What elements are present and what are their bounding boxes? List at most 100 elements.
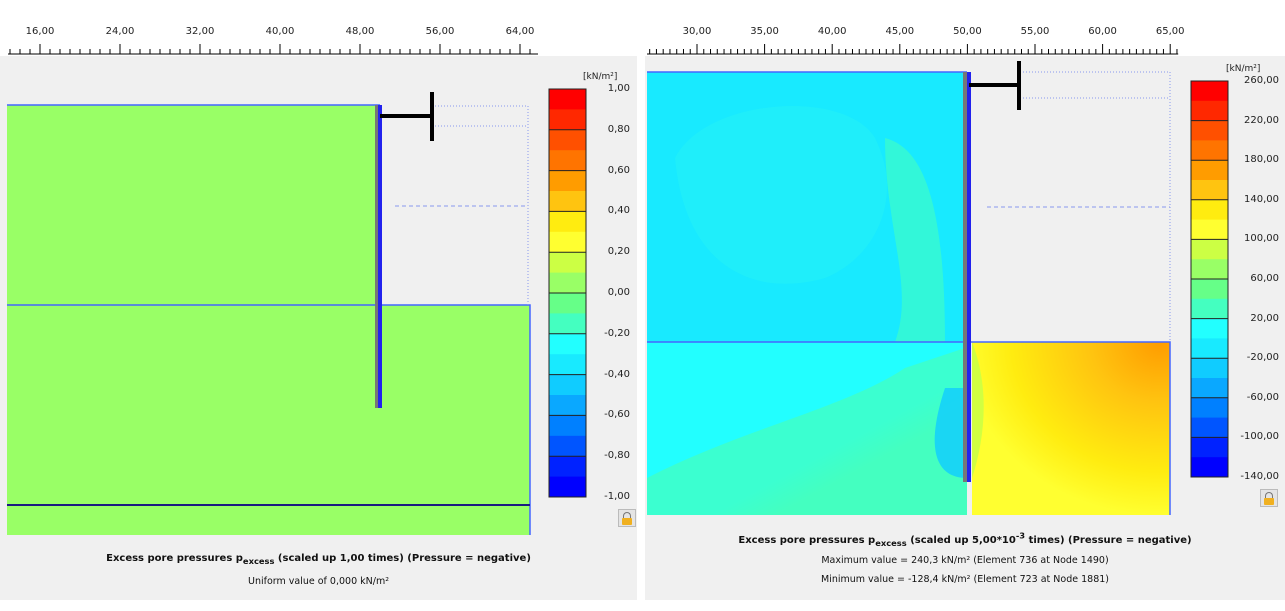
colorbar-band: [1191, 239, 1228, 260]
colorbar-band: [1191, 279, 1228, 300]
soil-cluster-lower: [7, 305, 530, 535]
colorbar-band: [1191, 378, 1228, 399]
colorbar-band: [1191, 219, 1228, 240]
colorbar-label: 0,40: [607, 205, 630, 217]
colorbar-label: -0,80: [604, 450, 630, 462]
colorbar-label: 220,00: [1244, 114, 1279, 126]
plot-caption-title: Excess pore pressures pexcess (scaled up…: [738, 531, 1192, 549]
colorbar-band: [549, 211, 586, 233]
soil-cluster-upper: [7, 105, 378, 305]
colorbar-band: [1191, 120, 1228, 141]
ruler-ticks: [647, 44, 1179, 55]
sheet-pile-wall[interactable]: [967, 72, 971, 482]
wall-shadow: [963, 72, 967, 482]
ruler-tick-label: 32,00: [185, 26, 215, 37]
colorbar-band: [549, 129, 586, 151]
colorbar-label: 20,00: [1250, 312, 1279, 324]
x-ruler: 16,00 24,00 32,00 40,00 48,00 56,00 64,00: [0, 8, 637, 56]
colorbar-band: [549, 415, 586, 437]
colorbar-band: [1191, 100, 1228, 122]
ruler-tick-label: 40,00: [265, 26, 295, 37]
colorbar-unit: [kN/m²]: [1226, 64, 1261, 74]
ruler-tick-label: 60,00: [1088, 26, 1117, 37]
plot-caption-uniform: Uniform value of 0,000 kN/m²: [247, 576, 389, 587]
colorbar-band: [549, 435, 586, 457]
ruler-tick-label: 16,00: [25, 26, 55, 37]
lock-icon[interactable]: [618, 509, 636, 527]
plot-caption-minimum: Minimum value = -128,4 kN/m² (Element 72…: [820, 574, 1109, 585]
colorbar-label: 0,60: [607, 164, 630, 176]
lock-icon[interactable]: [1260, 489, 1278, 507]
colorbar-label: 140,00: [1244, 193, 1279, 205]
colorbar-band: [549, 354, 586, 376]
ruler-tick-label: 35,00: [750, 26, 779, 37]
colorbar-band: [549, 109, 586, 131]
colorbar-band: [549, 231, 586, 253]
colorbar-band: [1191, 437, 1228, 458]
plot-caption-maximum: Maximum value = 240,3 kN/m² (Element 736…: [821, 555, 1109, 566]
ruler-tick-label: 24,00: [105, 26, 135, 37]
colorbar-label: -1,00: [604, 491, 630, 502]
colorbar-band: [549, 150, 586, 172]
colorbar-band: [549, 191, 586, 212]
colorbar-label: 0,00: [607, 287, 630, 298]
colorbar-label: 0,20: [607, 246, 630, 258]
colorbar-band: [1191, 318, 1228, 339]
colorbar-band: [549, 476, 586, 498]
ruler-tick-label: 65,00: [1155, 26, 1185, 37]
colorbar-label: -0,60: [604, 409, 630, 421]
colorbar-label: -0,40: [604, 368, 630, 380]
colorbar-band: [1191, 358, 1228, 379]
ruler-tick-label: 64,00: [505, 26, 535, 37]
ruler-tick-label: 40,00: [817, 26, 847, 37]
colorbar-band: [549, 89, 586, 110]
colorbar-unit: [kN/m²]: [583, 72, 618, 82]
colorbar-band: [1191, 417, 1228, 438]
colorbar-label: -20,00: [1246, 352, 1279, 364]
ruler-tick-label: 55,00: [1020, 26, 1050, 37]
colorbar-band: [549, 374, 586, 396]
plot-caption-title: Excess pore pressures pexcess (scaled up…: [106, 553, 531, 566]
model-view[interactable]: [645, 8, 1285, 600]
colorbar-band: [1191, 81, 1228, 102]
colorbar-band: [1191, 180, 1228, 201]
colorbar-band: [1191, 457, 1228, 478]
colorbar-band: [1191, 338, 1228, 359]
ruler-tick-label: 45,00: [885, 26, 915, 37]
colorbar-label: -60,00: [1246, 391, 1279, 403]
wall-shadow: [375, 105, 378, 408]
colorbar-band: [1191, 397, 1228, 419]
colorbar-band: [1191, 199, 1228, 221]
colorbar-band: [549, 170, 586, 192]
ruler-tick-label: 48,00: [345, 26, 375, 37]
colorbar: [1190, 80, 1229, 478]
colorbar-label: -0,20: [604, 327, 630, 339]
sheet-pile-wall[interactable]: [378, 105, 382, 408]
ruler-tick-label: 50,00: [953, 26, 982, 37]
colorbar-band: [1191, 140, 1228, 161]
colorbar-band: [549, 252, 586, 274]
colorbar-band: [549, 456, 586, 478]
colorbar-band: [549, 272, 586, 294]
colorbar-label: 1,00: [607, 83, 630, 94]
colorbar-band: [1191, 259, 1228, 280]
soil-cluster-lower-right: [972, 342, 1170, 515]
colorbar-label: 260,00: [1244, 75, 1279, 86]
colorbar-label: -140,00: [1240, 471, 1279, 482]
colorbar-band: [549, 293, 586, 314]
ruler-tick-label: 30,00: [682, 26, 712, 37]
colorbar-band: [1191, 298, 1228, 320]
colorbar-label: 100,00: [1244, 233, 1279, 245]
colorbar: [548, 88, 587, 498]
ruler-ticks: [8, 44, 538, 55]
model-view[interactable]: [0, 8, 637, 600]
colorbar-band: [1191, 160, 1228, 181]
colorbar-label: -100,00: [1240, 431, 1279, 443]
ruler-tick-label: 56,00: [425, 26, 455, 37]
colorbar-label: 180,00: [1244, 154, 1279, 166]
colorbar-band: [549, 395, 586, 416]
left-plot-panel: 16,00 24,00 32,00 40,00 48,00 56,00 64,00 [kN/…: [0, 8, 637, 600]
colorbar-band: [549, 333, 586, 355]
x-ruler: 30,00 35,00 40,00 45,00 50,00 55,00 60,00 65,00: [645, 8, 1285, 56]
colorbar-band: [549, 313, 586, 335]
